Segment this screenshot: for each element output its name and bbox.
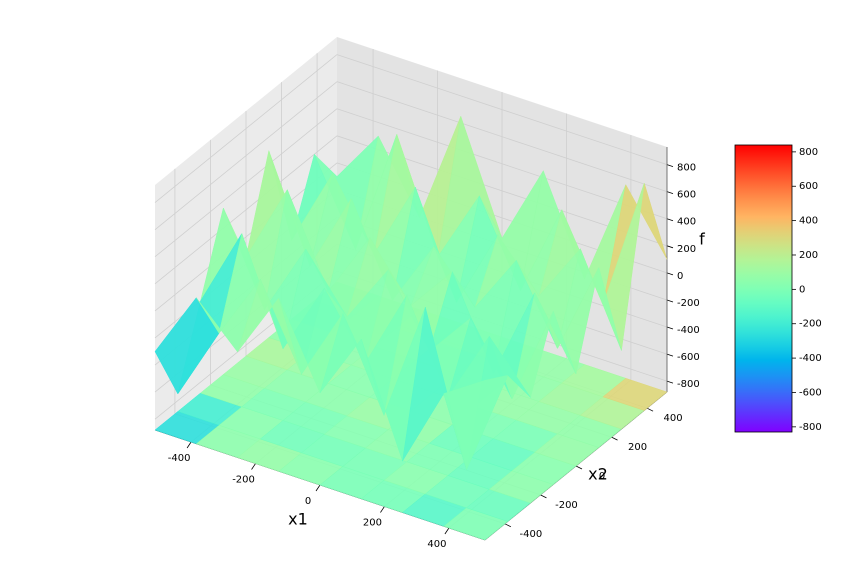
x-tick-label: -200 [232,475,255,486]
grid-line [336,81,668,193]
colorbar-tick-label: -600 [799,387,822,398]
x-tick [315,484,321,492]
z-tick-label: 200 [677,244,696,255]
y-tick [504,523,512,528]
z-tick [666,245,674,249]
z-tick-label: -800 [677,379,700,390]
x-tick-label: 200 [363,517,382,528]
grid-line [336,108,668,220]
floor-contour-cell [602,378,668,411]
colorbar-tick-label: 200 [799,250,818,261]
z-tick [666,299,674,303]
z-axis-label: f [699,230,705,249]
z-tick [666,164,674,167]
z-tick [666,380,674,384]
y-tick-label: 200 [628,442,647,453]
x-tick-label: -400 [168,453,191,464]
z-tick [666,191,674,195]
z-tick-label: 0 [677,271,683,282]
colorbar-tick-label: 400 [799,216,818,227]
z-tick-label: -200 [677,298,700,309]
grid-line [154,108,338,258]
x-tick-label: 400 [427,539,446,550]
x-tick [380,506,385,513]
y-tick [646,407,654,412]
y-tick-label: -400 [520,529,543,540]
colorbar [734,144,793,433]
grid-line [154,81,338,230]
y-tick-label: 0 [599,471,605,482]
colorbar-tick-label: 0 [799,284,805,295]
z-tick-label: -600 [677,352,700,363]
colorbar-tick-label: 600 [799,181,818,192]
y-tick-label: -200 [555,500,578,511]
z-tick-label: 600 [677,190,696,201]
y-axis-label: x2 [588,465,608,484]
colorbar-tick-label: -800 [799,422,822,433]
colorbar-tick-label: -200 [799,319,822,330]
x-tick [251,463,256,470]
x-axis-label: x1 [288,510,308,529]
x-tick-label: 0 [305,496,311,507]
z-tick [666,326,674,330]
colorbar-tick-label: -400 [799,353,822,364]
y-tick [611,436,618,441]
z-tick [666,353,674,357]
colorbar-tick-label: 800 [799,147,818,158]
x-tick [186,441,192,449]
surface-cell [443,374,509,471]
y-tick-label: 400 [664,413,683,424]
grid-line [336,54,668,165]
y-tick [575,465,583,470]
z-tick-label: -400 [677,325,700,336]
grid-line [154,135,338,285]
z-tick-label: 800 [677,163,696,174]
z-tick [666,272,674,276]
z-tick [666,218,674,222]
grid-line [154,54,338,203]
y-tick [540,494,547,499]
z-tick-label: 400 [677,217,696,228]
x-tick [444,527,450,535]
